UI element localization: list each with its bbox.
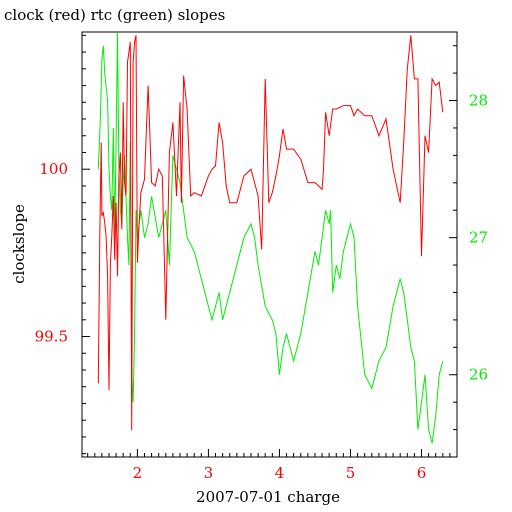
x-axis-label: 2007-07-01 charge <box>196 488 340 506</box>
x-tick-label: 2 <box>133 464 143 482</box>
series-line-clock <box>97 35 444 431</box>
series-line-rtc <box>97 31 444 444</box>
y-right-tick-label: 27 <box>469 229 488 247</box>
y-axis-label: clockslope <box>10 204 28 284</box>
x-tick-label: 5 <box>346 464 356 482</box>
left-axis: 99.5 100 <box>35 34 90 455</box>
x-tick-label: 4 <box>275 464 285 482</box>
chart-title: clock (red) rtc (green) slopes <box>4 6 225 24</box>
plot-frame <box>81 31 458 458</box>
y-left-tick-label: 99.5 <box>35 328 68 346</box>
right-axis: 26 27 28 <box>449 45 488 431</box>
bottom-axis: 2 3 4 5 6 <box>87 449 458 482</box>
y-right-tick-label: 26 <box>469 366 488 384</box>
x-tick-label: 3 <box>204 464 214 482</box>
series-layer <box>97 31 444 444</box>
y-left-tick-label: 100 <box>39 160 68 178</box>
y-right-tick-label: 28 <box>469 92 488 110</box>
x-tick-label: 6 <box>417 464 427 482</box>
